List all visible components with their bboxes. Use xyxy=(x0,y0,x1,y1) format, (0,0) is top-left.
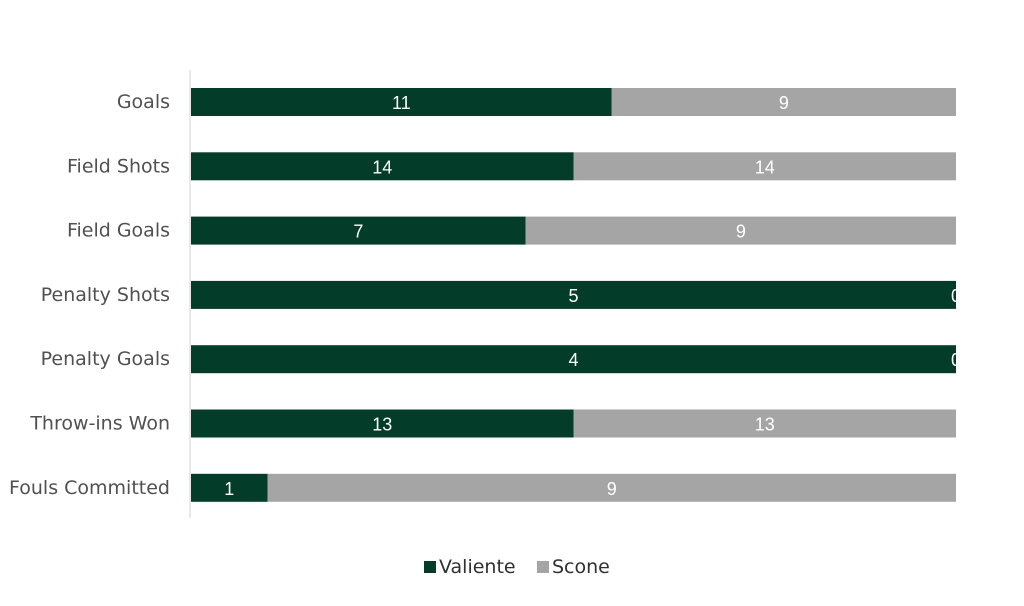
category-label-field-shots: Field Shots xyxy=(67,155,170,177)
value-label-valiente-field-goals: 7 xyxy=(353,222,363,242)
bar-scone-field-goals xyxy=(525,216,956,245)
bars-layer xyxy=(191,88,956,502)
legend-swatch-scone xyxy=(537,561,549,573)
value-label-scone-fouls-committed: 9 xyxy=(607,479,617,499)
bar-valiente-field-shots xyxy=(191,152,574,181)
category-label-penalty-shots: Penalty Shots xyxy=(41,284,170,306)
bar-valiente-goals xyxy=(191,88,612,116)
bar-valiente-throw-ins-won xyxy=(191,409,574,438)
value-label-valiente-field-shots: 14 xyxy=(372,157,392,177)
category-label-fouls-committed: Fouls Committed xyxy=(9,477,170,499)
legend-label-scone: Scone xyxy=(552,556,610,578)
value-label-scone-goals: 9 xyxy=(779,93,789,113)
bar-valiente-penalty-shots xyxy=(191,280,956,309)
value-label-scone-field-shots: 14 xyxy=(755,157,775,177)
bar-valiente-penalty-goals xyxy=(191,345,956,374)
value-label-scone-penalty-shots: 0 xyxy=(951,286,961,306)
bar-scone-field-shots xyxy=(573,152,956,181)
category-label-goals: Goals xyxy=(117,91,170,113)
value-label-valiente-goals: 11 xyxy=(392,93,411,113)
category-label-penalty-goals: Penalty Goals xyxy=(41,348,170,370)
bar-scone-goals xyxy=(611,88,956,116)
value-label-scone-penalty-goals: 0 xyxy=(951,350,961,370)
legend: Valiente Scone xyxy=(424,556,610,578)
legend-swatch-valiente xyxy=(424,561,436,573)
bar-scone-throw-ins-won xyxy=(573,409,956,438)
bar-scone-fouls-committed xyxy=(267,473,956,502)
value-label-scone-throw-ins-won: 13 xyxy=(755,415,775,435)
value-label-valiente-penalty-goals: 4 xyxy=(568,350,578,370)
category-label-field-goals: Field Goals xyxy=(67,220,170,242)
legend-label-valiente: Valiente xyxy=(439,556,516,578)
value-label-valiente-throw-ins-won: 13 xyxy=(372,415,392,435)
bar-valiente-fouls-committed xyxy=(191,473,268,502)
bar-valiente-field-goals xyxy=(191,216,526,245)
category-label-throw-ins-won: Throw-ins Won xyxy=(29,413,170,435)
value-label-scone-field-goals: 9 xyxy=(736,222,746,242)
value-label-valiente-penalty-shots: 5 xyxy=(568,286,578,306)
value-label-valiente-fouls-committed: 1 xyxy=(224,479,234,499)
